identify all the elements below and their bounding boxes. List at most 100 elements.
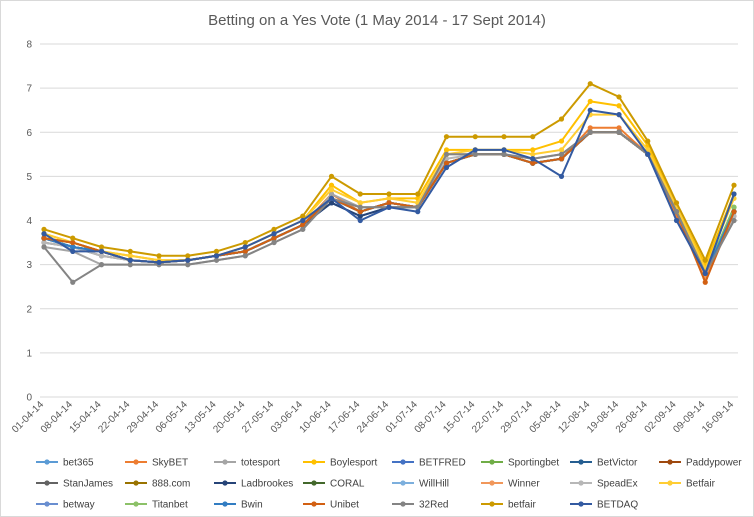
y-tick-label: 3	[26, 260, 32, 271]
data-point	[300, 213, 306, 219]
legend-marker	[489, 480, 495, 486]
data-point	[415, 191, 421, 197]
data-point	[98, 248, 105, 254]
series-line	[43, 82, 735, 262]
data-point	[501, 147, 507, 153]
data-point	[443, 151, 450, 157]
legend-label: Ladbrookes	[241, 479, 293, 490]
data-point	[271, 235, 277, 241]
data-point	[357, 200, 363, 206]
legend-label: BETFRED	[419, 458, 466, 469]
data-point	[530, 151, 536, 157]
data-point	[443, 147, 450, 153]
data-point	[300, 226, 306, 232]
legend-label: Betfair	[686, 479, 716, 490]
data-point	[271, 231, 277, 237]
data-point	[673, 200, 680, 206]
legend-marker	[578, 501, 584, 507]
data-point	[731, 182, 737, 188]
data-point	[673, 209, 680, 215]
legend-item: Ladbrookes	[214, 479, 293, 490]
legend-label: BETDAQ	[597, 500, 638, 511]
legend-marker	[133, 480, 139, 486]
legend-item: Winner	[481, 479, 540, 490]
data-point	[558, 173, 565, 179]
y-tick-label: 0	[26, 393, 32, 404]
legend-label: Paddypower	[686, 458, 742, 469]
legend-item: Betfair	[659, 479, 716, 490]
legend-marker	[222, 459, 228, 465]
legend-marker	[44, 501, 50, 507]
legend-label: SkyBET	[152, 458, 188, 469]
data-point	[328, 182, 335, 188]
legend-item: betway	[36, 500, 95, 511]
legend-marker	[311, 501, 317, 507]
data-point	[271, 239, 277, 246]
data-point	[386, 200, 392, 206]
data-point	[558, 147, 565, 153]
legend-item: BETFRED	[392, 458, 466, 469]
data-point	[70, 244, 76, 250]
data-point	[386, 204, 392, 210]
data-point	[587, 125, 593, 131]
data-point	[587, 107, 593, 113]
data-point	[443, 134, 450, 140]
legend-label: bet365	[63, 458, 94, 469]
data-point	[242, 248, 248, 254]
data-point	[616, 94, 622, 100]
data-point	[156, 253, 162, 259]
legend-label: Bwin	[241, 500, 263, 511]
legend-marker	[44, 459, 50, 465]
legend-marker	[133, 459, 139, 465]
legend-item: CORAL	[303, 479, 365, 490]
data-point	[558, 151, 565, 157]
legend-item: Bwin	[214, 500, 263, 511]
data-point	[41, 235, 47, 241]
data-point	[558, 156, 565, 162]
series-betfair	[41, 81, 737, 263]
y-tick-label: 4	[26, 216, 32, 227]
legend-label: Unibet	[330, 500, 359, 511]
legend-item: betfair	[481, 500, 536, 511]
data-point	[300, 217, 306, 224]
y-tick-label: 2	[26, 304, 32, 315]
data-point	[98, 244, 105, 250]
legend-label: betfair	[508, 500, 536, 511]
data-point	[213, 257, 220, 263]
legend-marker	[222, 480, 228, 486]
data-point	[530, 147, 536, 153]
legend-marker	[222, 501, 228, 507]
gridlines	[40, 43, 738, 398]
legend-label: Winner	[508, 479, 540, 490]
data-point	[70, 279, 76, 285]
legend-marker	[44, 480, 50, 486]
data-point	[127, 248, 133, 254]
legend-item: SpeadEx	[570, 479, 638, 490]
data-point	[328, 191, 335, 197]
data-point	[645, 138, 651, 144]
data-point	[558, 138, 565, 144]
axes: 01234567801-04-1408-04-1415-04-1422-04-1…	[10, 40, 736, 436]
data-point	[357, 204, 363, 210]
legend-marker	[578, 459, 584, 465]
data-point	[415, 209, 421, 215]
legend-item: Paddypower	[659, 458, 742, 469]
legend-item: 888.com	[125, 479, 190, 490]
legend-item: Sportingbet	[481, 458, 559, 469]
data-point	[530, 160, 536, 166]
legend-marker	[133, 501, 139, 507]
data-point	[127, 257, 133, 263]
data-point	[185, 253, 191, 259]
data-point	[443, 160, 450, 166]
legend-marker	[578, 480, 584, 486]
data-point	[673, 217, 680, 224]
data-point	[472, 147, 478, 153]
legend-marker	[400, 501, 406, 507]
legend-item: SkyBET	[125, 458, 188, 469]
data-point	[271, 226, 277, 232]
data-point	[127, 253, 133, 259]
legend-item: Boylesport	[303, 458, 377, 469]
legend-marker	[311, 459, 317, 465]
data-point	[41, 231, 47, 237]
